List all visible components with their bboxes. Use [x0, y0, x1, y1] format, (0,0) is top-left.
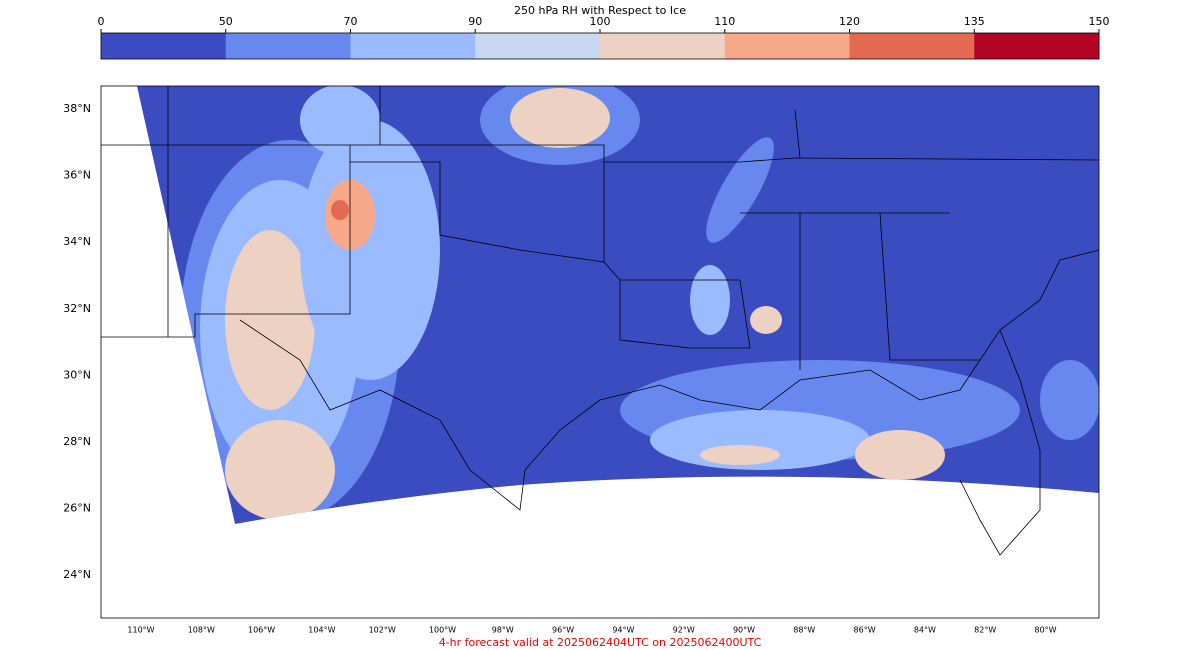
lat-label: 26°N — [63, 502, 91, 515]
lon-label: 86°W — [854, 626, 876, 635]
lon-label: 100°W — [429, 626, 456, 635]
colorbar-tick-label: 100 — [590, 15, 611, 28]
colorbar-tick-label: 120 — [839, 15, 860, 28]
colorbar-tick-label: 135 — [964, 15, 985, 28]
colorbar-segment — [225, 33, 351, 59]
lon-label: 82°W — [974, 626, 996, 635]
colorbar: 0 50 70 90 100 110 120 135 150 — [98, 15, 1110, 60]
lon-labels: 110°W 108°W 106°W 104°W 102°W 100°W 98°W 96°W 94… — [127, 626, 1056, 635]
lat-label: 36°N — [63, 169, 91, 182]
lon-label: 88°W — [793, 626, 815, 635]
colorbar-tick-label: 90 — [468, 15, 482, 28]
lat-label: 28°N — [63, 435, 91, 448]
map-frame — [100, 85, 1100, 619]
lon-label: 84°W — [914, 626, 936, 635]
lon-label: 98°W — [492, 626, 514, 635]
colorbar-segment — [724, 33, 850, 59]
lon-label: 102°W — [369, 626, 396, 635]
lon-label: 104°W — [308, 626, 335, 635]
state-borders — [101, 86, 1100, 556]
lat-label: 30°N — [63, 368, 91, 381]
colorbar-tick-label: 150 — [1089, 15, 1110, 28]
map: 38°N 36°N 34°N 32°N 30°N 28°N 26°N 24°N 110°W 10… — [63, 85, 1100, 635]
lon-label: 90°W — [733, 626, 755, 635]
lat-label: 38°N — [63, 102, 91, 115]
lat-label: 24°N — [63, 568, 91, 581]
colorbar-tick-label: 0 — [98, 15, 105, 28]
lon-label: 80°W — [1034, 626, 1056, 635]
colorbar-segment — [350, 33, 476, 59]
colorbar-segment — [101, 33, 227, 59]
lat-labels: 38°N 36°N 34°N 32°N 30°N 28°N 26°N 24°N — [63, 102, 91, 581]
rh-features — [180, 86, 1099, 520]
colorbar-title: 250 hPa RH with Respect to Ice — [514, 4, 686, 17]
colorbar-tick-label: 50 — [219, 15, 233, 28]
colorbar-tick-label: 70 — [344, 15, 358, 28]
footer: 4-hr forecast valid at 2025062404UTC on … — [439, 636, 762, 649]
lon-label: 106°W — [248, 626, 275, 635]
colorbar-segment — [974, 33, 1100, 59]
lon-label: 94°W — [612, 626, 634, 635]
colorbar-tick-label: 110 — [714, 15, 735, 28]
colorbar-segment — [600, 33, 726, 59]
colorbar-segment — [475, 33, 601, 59]
lon-label: 110°W — [127, 626, 154, 635]
lat-label: 34°N — [63, 235, 91, 248]
colorbar-segment — [849, 33, 975, 59]
lon-label: 92°W — [673, 626, 695, 635]
lon-label: 108°W — [188, 626, 215, 635]
lat-label: 32°N — [63, 302, 91, 315]
lon-label: 96°W — [552, 626, 574, 635]
